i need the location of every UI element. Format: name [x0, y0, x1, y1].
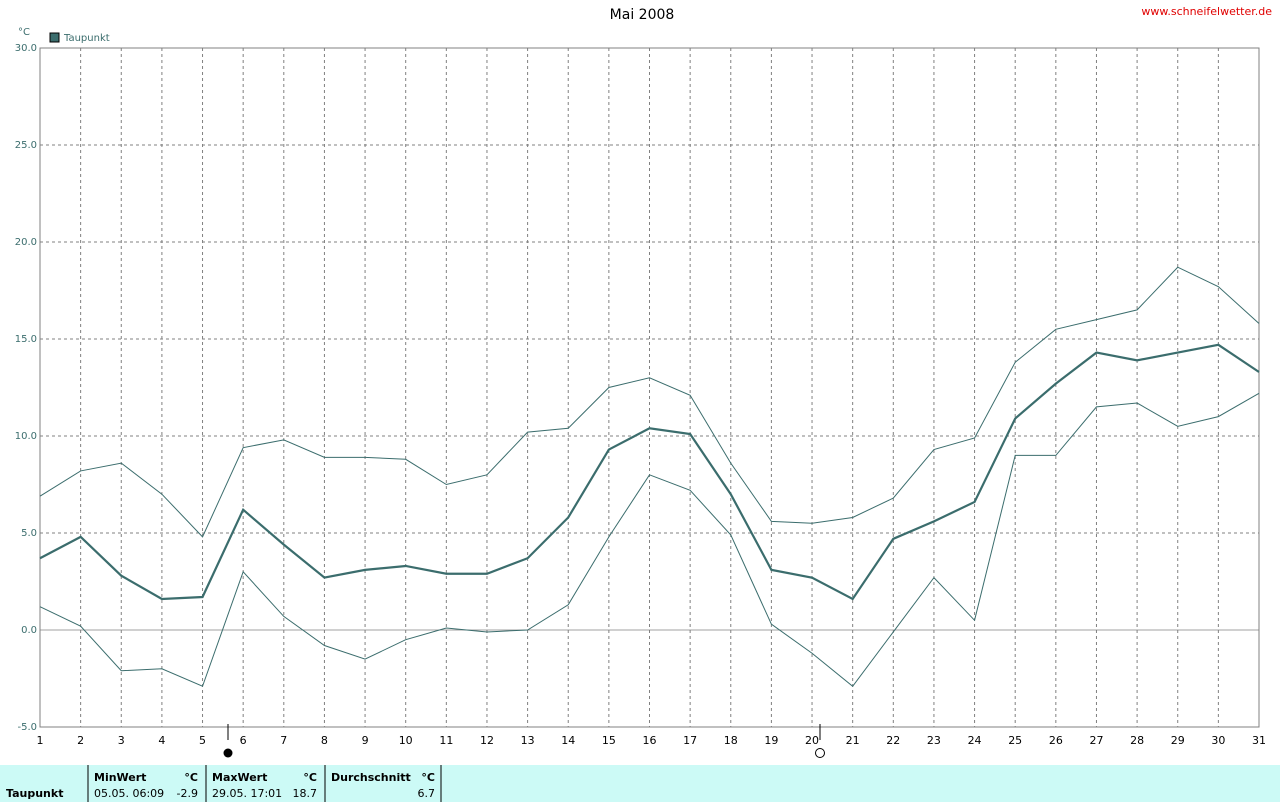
x-tick-label: 18: [724, 734, 738, 747]
source: www.schneifelwetter.de: [1141, 5, 1272, 18]
y-tick-label: 0.0: [21, 625, 37, 636]
min-time: 05.05. 06:09: [94, 787, 164, 800]
x-tick-label: 9: [362, 734, 369, 747]
y-tick-label: -5.0: [17, 722, 37, 733]
x-tick-label: 10: [399, 734, 413, 747]
moon-new: [815, 748, 825, 758]
y-tick-label: 25.0: [15, 140, 37, 151]
x-tick-label: 7: [280, 734, 287, 747]
footer-bg: [0, 765, 1280, 802]
x-tick-label: 5: [199, 734, 206, 747]
x-tick-label: 21: [846, 734, 860, 747]
y-tick-label: 20.0: [15, 237, 37, 248]
x-tick-label: 11: [439, 734, 453, 747]
x-tick-label: 28: [1130, 734, 1144, 747]
x-tick-label: 30: [1211, 734, 1225, 747]
x-tick-label: 29: [1171, 734, 1185, 747]
x-tick-label: 8: [321, 734, 328, 747]
max-unit: °C: [303, 771, 317, 784]
summary-table: Taupunkt MinWert °C 05.05. 06:09 -2.9 Ma…: [6, 765, 442, 802]
avg-header: Durchschnitt: [331, 771, 411, 784]
x-tick-label: 6: [240, 734, 247, 747]
max-value: 18.7: [293, 787, 318, 800]
plot-frame: [39, 47, 1260, 728]
y-tick-label: 10.0: [15, 431, 37, 442]
x-tick-label: 20: [805, 734, 819, 747]
x-tick-label: 14: [561, 734, 575, 747]
legend-swatch: [49, 32, 60, 43]
x-tick-label: 27: [1089, 734, 1103, 747]
chart-title: Mai 2008: [610, 7, 675, 23]
x-tick-label: 2: [77, 734, 84, 747]
y-unit: °C: [18, 27, 30, 38]
x-tick-label: 19: [764, 734, 778, 747]
x-tick-label: 17: [683, 734, 697, 747]
line-series: [39, 392, 1260, 687]
legend-label: Taupunkt: [63, 33, 110, 44]
min-header: MinWert: [94, 771, 146, 784]
x-tick-label: 25: [1008, 734, 1022, 747]
min-value: -2.9: [177, 787, 198, 800]
avg-value: 6.7: [418, 787, 436, 800]
x-tick-label: 13: [521, 734, 535, 747]
x-tick-label: 23: [927, 734, 941, 747]
max-time: 29.05. 17:01: [212, 787, 282, 800]
x-tick-label: 15: [602, 734, 616, 747]
y-tick-label: 30.0: [15, 43, 37, 54]
y-tick-label: 15.0: [15, 334, 37, 345]
x-tick-label: 4: [158, 734, 165, 747]
summary-label: Taupunkt: [6, 787, 63, 800]
moon-full: [223, 748, 233, 758]
x-tick-label: 24: [968, 734, 982, 747]
line-series: [39, 343, 1260, 601]
max-header: MaxWert: [212, 771, 267, 784]
x-tick-label: 31: [1252, 734, 1266, 747]
min-unit: °C: [184, 771, 198, 784]
line-series: [39, 266, 1260, 538]
x-tick-label: 26: [1049, 734, 1063, 747]
x-tick-label: 22: [886, 734, 900, 747]
x-tick-label: 1: [37, 734, 44, 747]
x-tick-label: 16: [643, 734, 657, 747]
y-tick-label: 5.0: [21, 528, 37, 539]
avg-unit: °C: [421, 771, 435, 784]
x-tick-label: 3: [118, 734, 125, 747]
x-tick-label: 12: [480, 734, 494, 747]
